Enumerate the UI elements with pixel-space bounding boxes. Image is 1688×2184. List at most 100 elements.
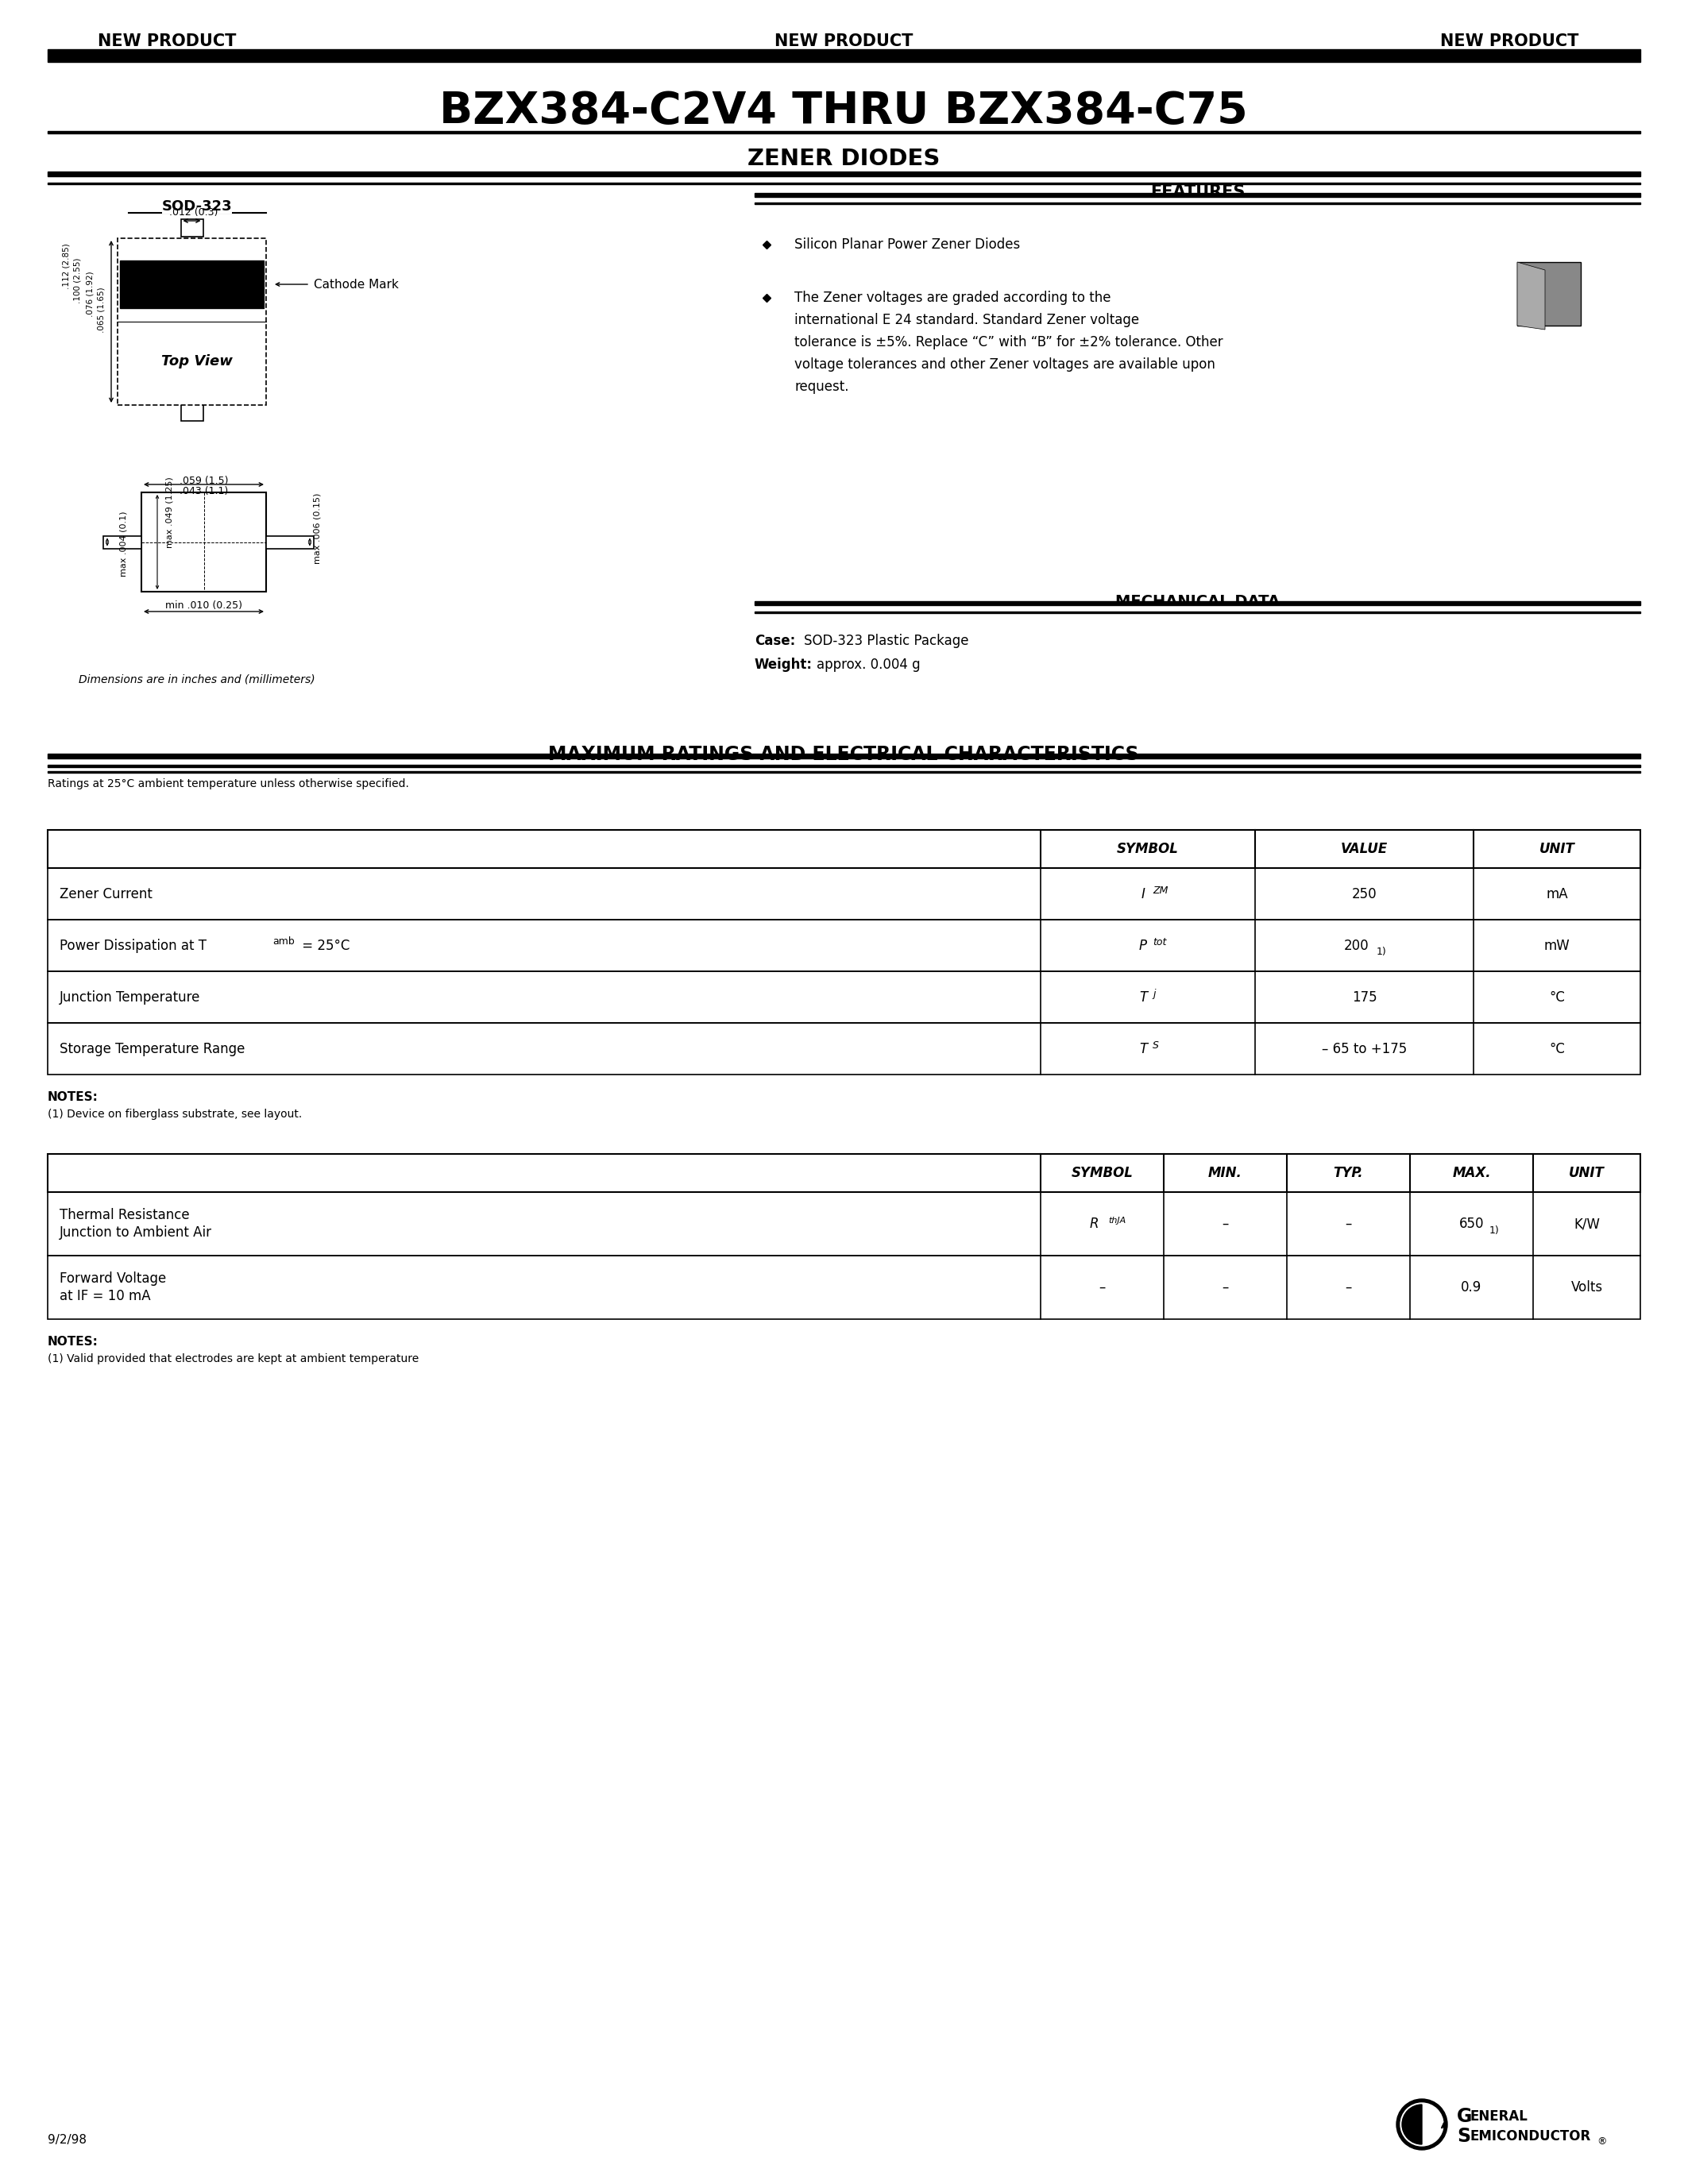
Text: Thermal Resistance: Thermal Resistance xyxy=(59,1208,189,1223)
Text: EMICONDUCTOR: EMICONDUCTOR xyxy=(1470,2129,1590,2143)
Text: .012 (0.3): .012 (0.3) xyxy=(169,207,218,216)
Text: .059 (1.5): .059 (1.5) xyxy=(179,476,228,485)
Text: °C: °C xyxy=(1550,989,1565,1005)
Text: MAXIMUM RATINGS AND ELECTRICAL CHARACTERISTICS: MAXIMUM RATINGS AND ELECTRICAL CHARACTER… xyxy=(549,745,1139,764)
Bar xyxy=(47,867,1641,919)
Text: Silicon Planar Power Zener Diodes: Silicon Planar Power Zener Diodes xyxy=(795,238,1020,251)
Text: K/W: K/W xyxy=(1573,1216,1600,1232)
Bar xyxy=(755,192,1641,197)
Text: S: S xyxy=(1153,1040,1160,1051)
Text: –: – xyxy=(1345,1280,1352,1295)
Text: VALUE: VALUE xyxy=(1340,841,1388,856)
Text: = 25°C: = 25°C xyxy=(297,939,349,952)
Text: voltage tolerances and other Zener voltages are available upon: voltage tolerances and other Zener volta… xyxy=(795,358,1215,371)
Bar xyxy=(47,764,1641,767)
Text: ENERAL: ENERAL xyxy=(1470,2110,1528,2123)
Text: NEW PRODUCT: NEW PRODUCT xyxy=(98,33,236,50)
Text: 250: 250 xyxy=(1352,887,1377,902)
Text: °C: °C xyxy=(1550,1042,1565,1055)
Text: j: j xyxy=(1153,989,1155,998)
Bar xyxy=(181,404,203,422)
Text: mA: mA xyxy=(1546,887,1568,902)
Text: Case:: Case: xyxy=(755,633,795,649)
Text: –: – xyxy=(1222,1216,1229,1232)
Polygon shape xyxy=(1518,262,1580,325)
Text: –: – xyxy=(1345,1216,1352,1232)
Bar xyxy=(181,218,203,236)
Text: 1): 1) xyxy=(1376,946,1386,957)
Bar xyxy=(47,50,1641,61)
Text: .043 (1.1): .043 (1.1) xyxy=(179,485,228,496)
Text: Top View: Top View xyxy=(162,354,233,369)
Bar xyxy=(47,1192,1641,1256)
Bar xyxy=(47,173,1641,177)
Text: Forward Voltage: Forward Voltage xyxy=(59,1271,165,1286)
Text: TYP.: TYP. xyxy=(1334,1166,1364,1179)
Text: The Zener voltages are graded according to the: The Zener voltages are graded according … xyxy=(795,290,1111,306)
Bar xyxy=(47,131,1641,133)
Text: MAX.: MAX. xyxy=(1452,1166,1491,1179)
Text: R: R xyxy=(1090,1216,1099,1232)
Text: (1) Device on fiberglass substrate, see layout.: (1) Device on fiberglass substrate, see … xyxy=(47,1109,302,1120)
Circle shape xyxy=(1396,2099,1447,2149)
Text: Zener Current: Zener Current xyxy=(59,887,152,902)
Text: .100 (2.55): .100 (2.55) xyxy=(74,258,81,304)
Text: Volts: Volts xyxy=(1572,1280,1602,1295)
Text: ZENER DIODES: ZENER DIODES xyxy=(748,149,940,170)
Circle shape xyxy=(1401,2103,1443,2147)
Text: request.: request. xyxy=(795,380,849,393)
Bar xyxy=(103,535,142,548)
Text: 9/2/98: 9/2/98 xyxy=(47,2134,86,2147)
Text: SOD-323: SOD-323 xyxy=(162,199,233,214)
Text: max .004 (0.1): max .004 (0.1) xyxy=(120,511,127,577)
Text: FEATURES: FEATURES xyxy=(1150,183,1246,201)
Text: MIN.: MIN. xyxy=(1209,1166,1242,1179)
Text: MECHANICAL DATA: MECHANICAL DATA xyxy=(1116,594,1280,609)
Text: NEW PRODUCT: NEW PRODUCT xyxy=(775,33,913,50)
Text: thJA: thJA xyxy=(1109,1216,1126,1225)
Text: min .010 (0.25): min .010 (0.25) xyxy=(165,601,243,609)
Wedge shape xyxy=(1403,2105,1421,2145)
Text: Weight:: Weight: xyxy=(755,657,812,673)
Text: (1) Valid provided that electrodes are kept at ambient temperature: (1) Valid provided that electrodes are k… xyxy=(47,1354,419,1365)
Polygon shape xyxy=(1518,262,1545,330)
Text: –: – xyxy=(1222,1280,1229,1295)
Text: P: P xyxy=(1139,939,1148,952)
Bar xyxy=(118,238,267,404)
Text: T: T xyxy=(1139,989,1148,1005)
Bar xyxy=(47,1153,1641,1192)
Text: G: G xyxy=(1457,2108,1472,2125)
Text: ZM: ZM xyxy=(1153,885,1168,895)
Text: Cathode Mark: Cathode Mark xyxy=(314,277,398,290)
Bar xyxy=(267,535,314,548)
Text: 175: 175 xyxy=(1352,989,1377,1005)
Text: max .006 (0.15): max .006 (0.15) xyxy=(314,494,322,563)
Text: amb: amb xyxy=(272,937,294,946)
Text: Junction to Ambient Air: Junction to Ambient Air xyxy=(59,1225,213,1241)
Text: NOTES:: NOTES: xyxy=(47,1090,98,1103)
Text: mW: mW xyxy=(1545,939,1570,952)
Text: Dimensions are in inches and (millimeters): Dimensions are in inches and (millimeter… xyxy=(79,673,316,684)
Bar xyxy=(47,830,1641,867)
Text: Junction Temperature: Junction Temperature xyxy=(59,989,201,1005)
Text: tot: tot xyxy=(1153,937,1166,948)
Bar xyxy=(47,919,1641,972)
Text: .065 (1.65): .065 (1.65) xyxy=(98,286,106,332)
Bar xyxy=(47,753,1641,758)
Text: Ratings at 25°C ambient temperature unless otherwise specified.: Ratings at 25°C ambient temperature unle… xyxy=(47,778,408,788)
Bar xyxy=(47,1022,1641,1075)
Bar xyxy=(47,972,1641,1022)
Bar xyxy=(755,601,1641,605)
Text: S: S xyxy=(1457,2127,1470,2147)
Text: international E 24 standard. Standard Zener voltage: international E 24 standard. Standard Ze… xyxy=(795,312,1139,328)
Text: NOTES:: NOTES: xyxy=(47,1334,98,1348)
Text: 0.9: 0.9 xyxy=(1462,1280,1482,1295)
Text: SYMBOL: SYMBOL xyxy=(1117,841,1178,856)
Text: 200: 200 xyxy=(1344,939,1369,952)
Text: 650: 650 xyxy=(1458,1216,1484,1232)
Text: .076 (1.92): .076 (1.92) xyxy=(86,271,95,317)
Text: .112 (2.85): .112 (2.85) xyxy=(62,242,69,288)
Bar xyxy=(142,491,267,592)
Text: 1): 1) xyxy=(1489,1225,1499,1236)
Text: approx. 0.004 g: approx. 0.004 g xyxy=(817,657,920,673)
